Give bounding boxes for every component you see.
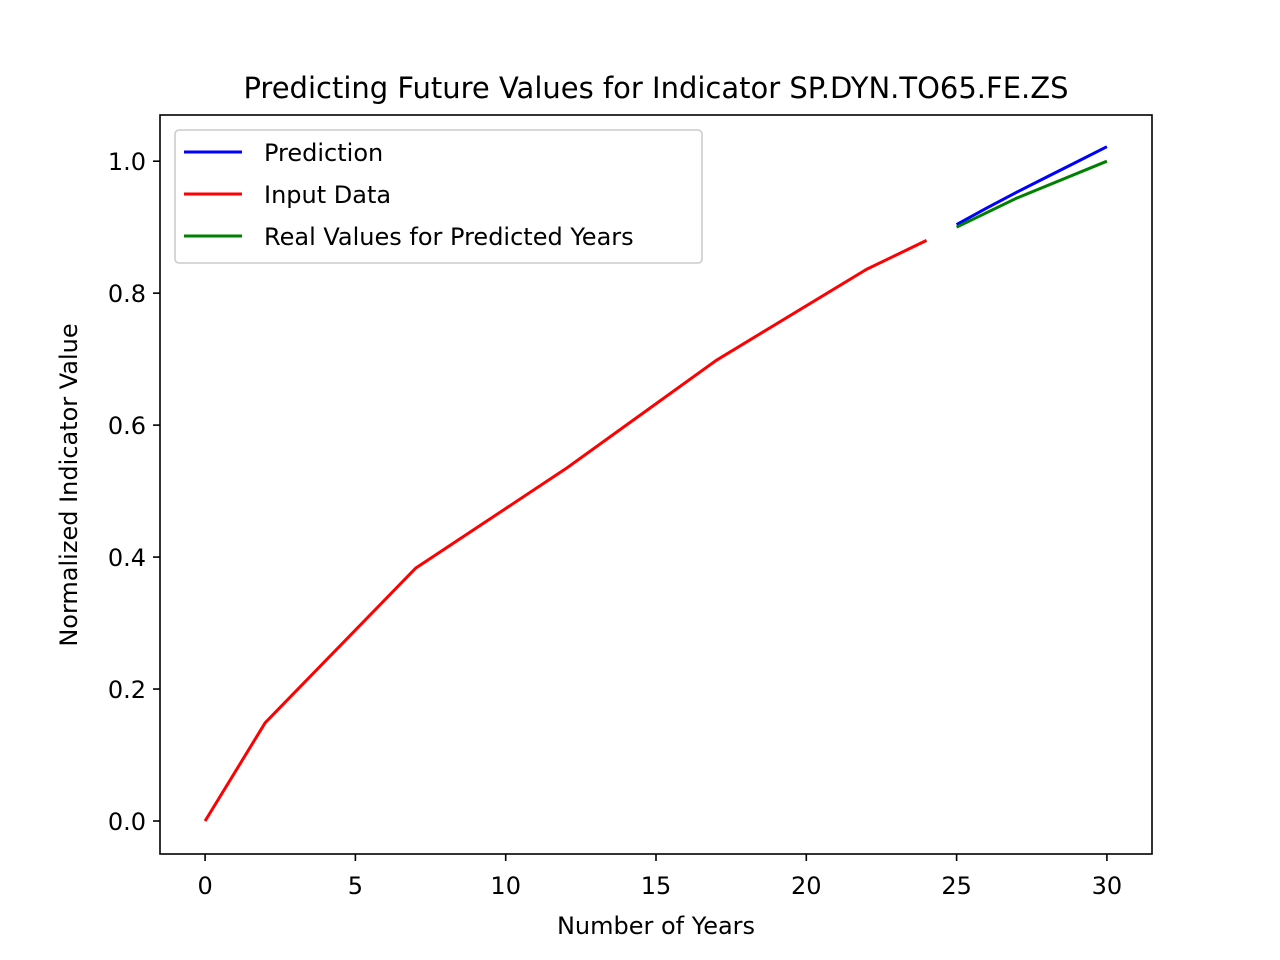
legend: Prediction Input Data Real Values for Pred… <box>174 129 703 264</box>
y-tick-label: 0.0 <box>108 808 146 836</box>
plot-area <box>203 145 1108 822</box>
y-axis-label: Normalized Indicator Value <box>55 323 83 646</box>
y-tick-label: 0.8 <box>108 280 146 308</box>
x-axis-label: Number of Years <box>557 912 755 940</box>
x-tick-label: 30 <box>1092 872 1123 900</box>
x-tick-label: 5 <box>348 872 363 900</box>
y-axis: 0.0 0.2 0.4 0.6 0.8 1.0 <box>108 148 160 836</box>
legend-label-1: Prediction <box>264 139 383 167</box>
series-line-1 <box>955 145 1108 226</box>
y-tick-label: 1.0 <box>108 148 146 176</box>
y-tick-label: 0.4 <box>108 544 146 572</box>
series-line-2 <box>203 239 928 822</box>
x-tick-label: 10 <box>490 872 521 900</box>
chart-title: Predicting Future Values for Indicator S… <box>243 71 1068 105</box>
legend-label-3: Real Values for Predicted Years <box>264 223 634 251</box>
y-tick-label: 0.6 <box>108 412 146 440</box>
legend-label-2: Input Data <box>264 181 391 209</box>
x-axis: 0 5 10 15 20 25 30 <box>197 854 1122 900</box>
series-line-3 <box>955 159 1108 229</box>
x-tick-label: 15 <box>641 872 672 900</box>
y-tick-label: 0.2 <box>108 676 146 704</box>
x-tick-label: 25 <box>941 872 972 900</box>
x-tick-label: 20 <box>791 872 822 900</box>
x-tick-label: 0 <box>197 872 212 900</box>
legend-box <box>174 129 703 264</box>
